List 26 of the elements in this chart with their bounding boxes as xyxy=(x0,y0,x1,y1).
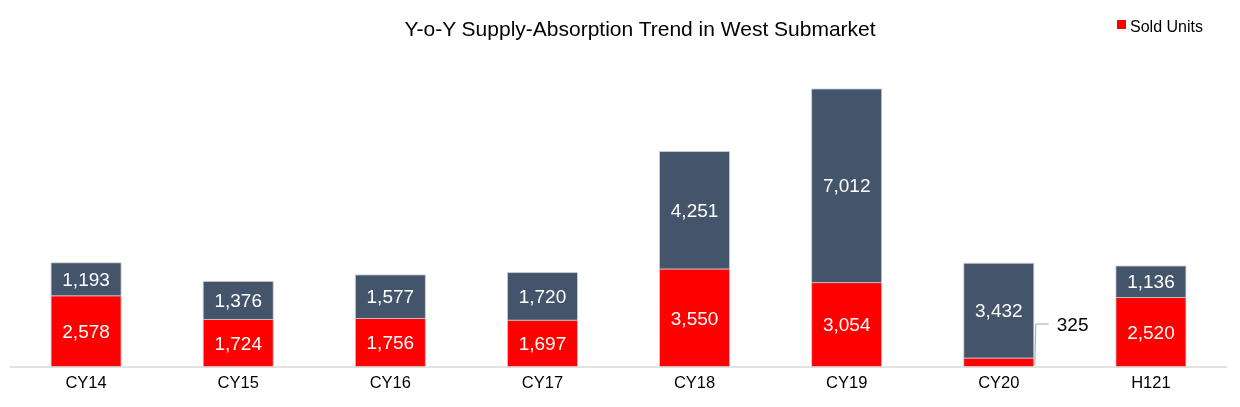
data-label: 1,136 xyxy=(1127,271,1175,293)
data-label: 325 xyxy=(1056,313,1089,335)
x-tick-label: CY17 xyxy=(521,373,564,391)
data-label: 7,012 xyxy=(822,175,871,197)
x-tick-label: CY16 xyxy=(369,373,411,391)
data-label: 1,193 xyxy=(62,268,110,290)
data-label: 1,376 xyxy=(214,290,262,312)
x-tick-label: CY18 xyxy=(673,373,716,391)
data-label: 3,550 xyxy=(670,307,719,329)
x-tick-label: CY20 xyxy=(978,373,1020,391)
data-label: 1,720 xyxy=(518,286,567,308)
data-label: 1,697 xyxy=(518,333,567,355)
x-tick-label: CY15 xyxy=(217,373,259,391)
data-label: 1,724 xyxy=(214,332,263,354)
x-tick-label: H121 xyxy=(1131,373,1171,391)
data-label: 4,251 xyxy=(670,199,719,221)
data-label: 1,756 xyxy=(366,332,415,354)
data-label: 1,577 xyxy=(366,286,415,308)
data-label: 3,054 xyxy=(822,314,871,336)
chart-title: Y-o-Y Supply-Absorption Trend in West Submarket xyxy=(404,17,876,40)
legend-label: Sold Units xyxy=(1130,17,1203,35)
data-label: 2,520 xyxy=(1127,321,1175,343)
data-label: 3,432 xyxy=(975,300,1023,322)
x-tick-label: CY19 xyxy=(826,373,868,391)
x-tick-label: CY14 xyxy=(65,373,107,391)
data-label: 2,578 xyxy=(62,321,110,343)
